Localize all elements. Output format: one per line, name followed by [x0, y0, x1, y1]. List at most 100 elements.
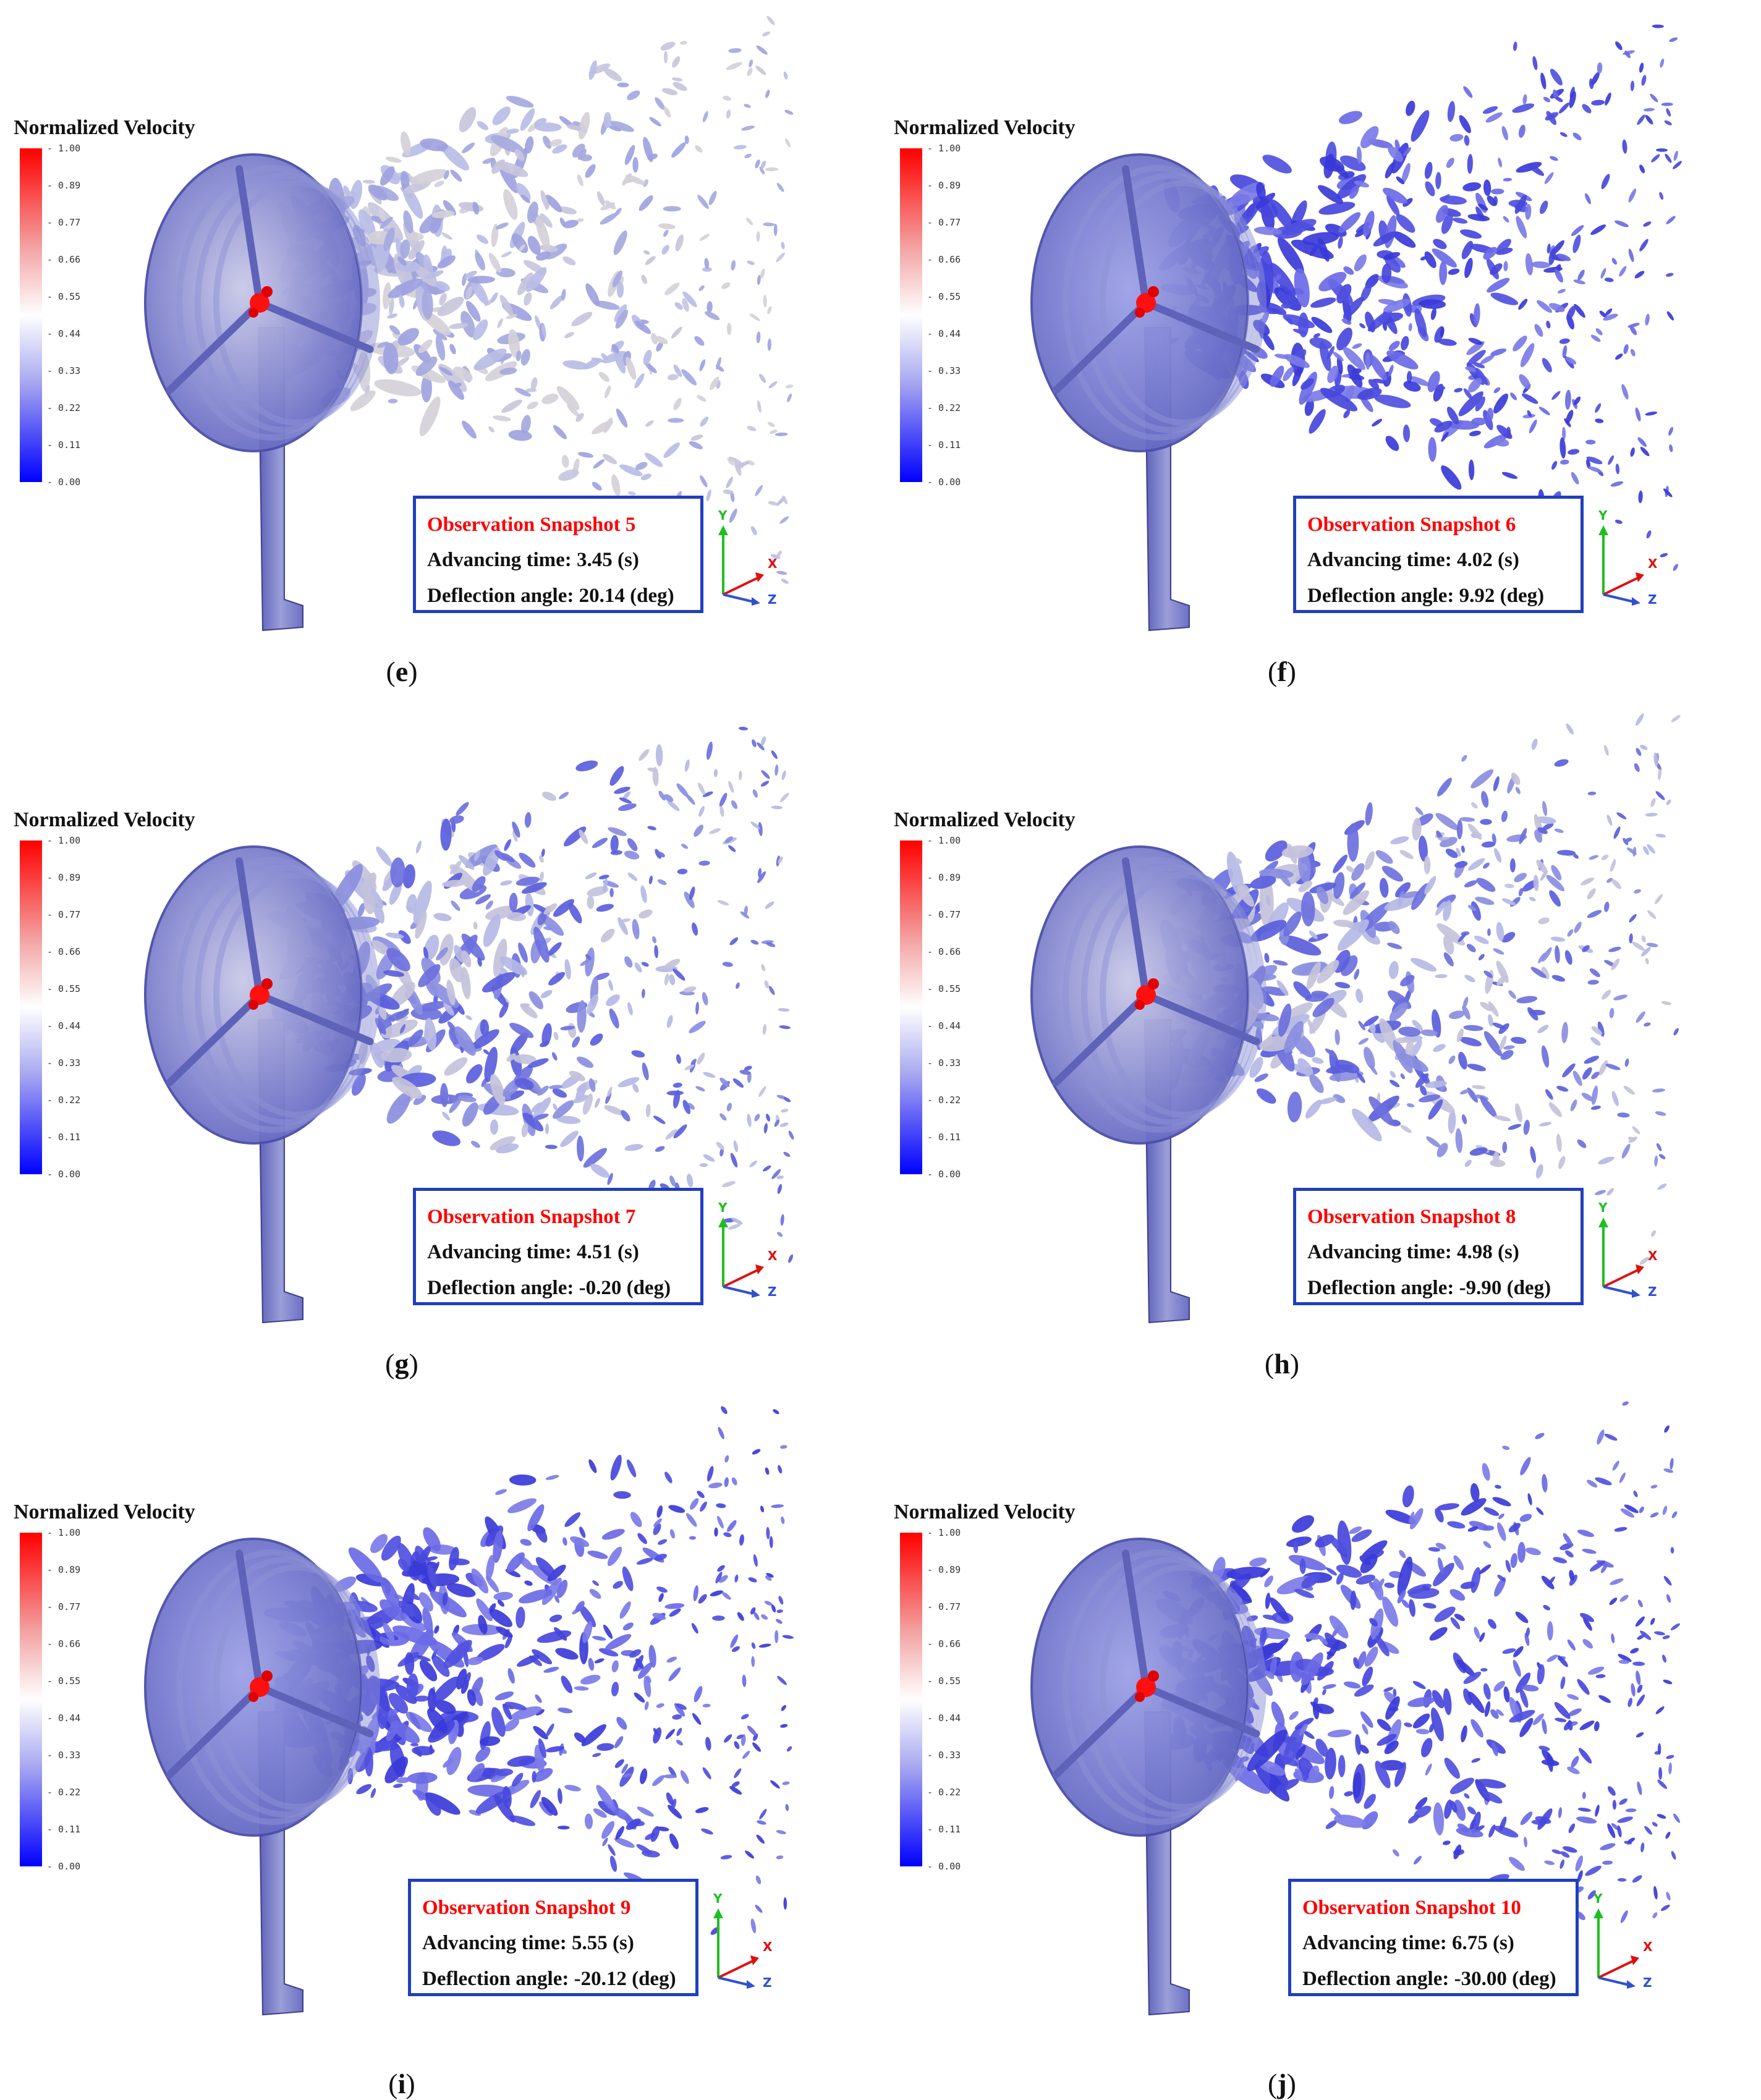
axis-label-y: Y — [718, 1200, 728, 1215]
rotor-hub — [248, 978, 273, 1010]
colorbar-tick-label: - 0.33 — [927, 1750, 961, 1761]
colorbar-tick-label: - 0.44 — [927, 1020, 961, 1031]
axis-label-x: X — [768, 1248, 778, 1263]
panel-caption: (g) — [385, 1348, 418, 1379]
colorbar-ticks: - 1.00 - 0.89 - 0.77 - 0.66 - 0.55 - 0.44 - 0.… — [47, 835, 103, 1180]
colorbar-tick-label: - 0.55 — [927, 291, 961, 302]
snapshot-panel-h: Normalized Velocity - 1.00 - 0.89 - 0.77 - 0… — [880, 692, 1760, 1391]
snapshot-info-box: Observation Snapshot 7 Advancing time: 4.… — [413, 1188, 703, 1305]
snapshot-panel-f: Normalized Velocity - 1.00 - 0.89 - 0.77 - 0… — [880, 0, 1760, 698]
panel-caption: (f) — [1268, 656, 1296, 687]
rotor-hub — [1135, 286, 1159, 318]
advancing-time: Advancing time: 4.02 (s) — [1307, 549, 1519, 571]
rotor-hub — [248, 1670, 273, 1702]
colorbar-tick-label: - 0.11 — [927, 439, 961, 451]
colorbar-tick-label: - 0.55 — [47, 1675, 81, 1687]
axis-triad: Y X Z — [716, 508, 802, 607]
deflection-angle: Deflection angle: -0.20 (deg) — [427, 1277, 671, 1299]
axis-triad: Y X Z — [1596, 508, 1682, 607]
colorbar-ticks: - 1.00 - 0.89 - 0.77 - 0.66 - 0.55 - 0.44 - 0.… — [47, 143, 103, 488]
colorbar-tick-label: - 0.22 — [47, 1787, 81, 1798]
wake-visualization — [1030, 713, 1681, 1324]
wake-visualization — [144, 726, 794, 1324]
axis-label-x: X — [1643, 1939, 1653, 1954]
axis-label-y: Y — [713, 1891, 723, 1906]
legend-title: Normalized Velocity — [14, 116, 195, 139]
axis-label-z: Z — [1648, 592, 1657, 607]
colorbar-tick-label: - 0.22 — [47, 1094, 81, 1106]
colorbar-tick-label: - 0.00 — [927, 1169, 961, 1180]
axis-triad: Y X Z — [711, 1891, 797, 1990]
colorbar-tick-label: - 0.44 — [47, 328, 81, 339]
colorbar-tick-label: - 1.00 — [927, 143, 961, 154]
colorbar-tick-label: - 0.44 — [47, 1020, 81, 1031]
wake-visualization — [144, 15, 794, 632]
colorbar-tick-label: - 0.11 — [927, 1824, 961, 1835]
legend-title: Normalized Velocity — [894, 1501, 1076, 1523]
colorbar-tick-label: - 0.44 — [47, 1713, 81, 1724]
advancing-time: Advancing time: 6.75 (s) — [1302, 1932, 1514, 1954]
colorbar — [900, 1533, 922, 1866]
axis-label-z: Z — [1648, 1284, 1657, 1299]
colorbar — [20, 1533, 42, 1866]
colorbar-tick-label: - 0.11 — [47, 1132, 81, 1143]
rotor-hub — [1135, 1670, 1159, 1702]
advancing-time: Advancing time: 5.55 (s) — [422, 1932, 634, 1954]
turbine-blades — [1052, 165, 1260, 394]
colorbar-tick-label: - 0.33 — [927, 365, 961, 376]
turbine-blades — [1052, 857, 1260, 1086]
snapshot-title: Observation Snapshot 7 — [427, 1206, 636, 1228]
colorbar-tick-label: - 0.00 — [927, 476, 961, 488]
colorbar-tick-label: - 0.33 — [47, 1750, 81, 1761]
axis-label-z: Z — [763, 1975, 772, 1990]
colorbar-tick-label: - 1.00 — [47, 143, 81, 154]
colorbar-tick-label: - 1.00 — [47, 835, 81, 846]
turbine-blades — [166, 857, 374, 1086]
axis-label-z: Z — [1643, 1975, 1652, 1990]
snapshot-title: Observation Snapshot 10 — [1302, 1897, 1521, 1919]
colorbar-tick-label: - 0.22 — [927, 402, 961, 413]
colorbar-tick-label: - 0.11 — [927, 1132, 961, 1143]
turbine-blades — [1052, 1549, 1260, 1779]
colorbar-tick-label: - 0.66 — [927, 254, 961, 265]
snapshot-info-box: Observation Snapshot 5 Advancing time: 3.… — [413, 496, 703, 613]
colorbar-tick-label: - 0.66 — [47, 946, 81, 957]
colorbar-tick-label: - 1.00 — [927, 1527, 961, 1538]
advancing-time: Advancing time: 4.98 (s) — [1307, 1241, 1519, 1263]
colorbar-tick-label: - 0.55 — [47, 983, 81, 994]
colorbar-tick-label: - 0.89 — [927, 872, 961, 883]
colorbar-tick-label: - 0.66 — [47, 254, 81, 265]
snapshot-panel-e: Normalized Velocity - 1.00 - 0.89 - 0.77 - 0… — [0, 0, 880, 698]
wake-visualization — [1030, 1401, 1680, 2016]
axis-label-x: X — [768, 556, 778, 571]
wake-visualization — [144, 1406, 794, 2016]
snapshot-panel-g: Normalized Velocity - 1.00 - 0.89 - 0.77 - 0… — [0, 692, 880, 1391]
colorbar-tick-label: - 0.33 — [47, 365, 81, 376]
deflection-angle: Deflection angle: 20.14 (deg) — [427, 585, 674, 607]
colorbar-tick-label: - 0.11 — [47, 1824, 81, 1835]
colorbar-tick-label: - 0.44 — [927, 328, 961, 339]
axis-label-y: Y — [1598, 508, 1608, 523]
snapshot-info-box: Observation Snapshot 10 Advancing time: 6… — [1288, 1879, 1579, 1996]
panel-caption: (j) — [1268, 2068, 1296, 2099]
deflection-angle: Deflection angle: -9.90 (deg) — [1307, 1277, 1551, 1299]
snapshot-title: Observation Snapshot 5 — [427, 514, 636, 536]
colorbar-tick-label: - 1.00 — [927, 835, 961, 846]
colorbar-tick-label: - 0.89 — [927, 1564, 961, 1575]
snapshot-panel-i: Normalized Velocity - 1.00 - 0.89 - 0.77 - 0… — [0, 1384, 880, 2099]
axis-label-x: X — [1648, 556, 1658, 571]
colorbar-tick-label: - 0.77 — [927, 909, 961, 920]
advancing-time: Advancing time: 4.51 (s) — [427, 1241, 639, 1263]
legend-title: Normalized Velocity — [894, 808, 1076, 831]
colorbar-tick-label: - 0.77 — [927, 217, 961, 228]
panel-caption: (h) — [1264, 1348, 1300, 1379]
colorbar-ticks: - 1.00 - 0.89 - 0.77 - 0.66 - 0.55 - 0.44 - 0.… — [927, 1527, 983, 1872]
wake-visualization — [1030, 24, 1682, 632]
axis-triad: Y X Z — [1596, 1200, 1682, 1299]
colorbar-tick-label: - 0.44 — [927, 1713, 961, 1724]
advancing-time: Advancing time: 3.45 (s) — [427, 549, 639, 571]
snapshot-panel-j: Normalized Velocity - 1.00 - 0.89 - 0.77 - 0… — [880, 1384, 1760, 2099]
axis-triad: Y X Z — [1591, 1891, 1678, 1990]
legend-title: Normalized Velocity — [14, 808, 195, 831]
colorbar-ticks: - 1.00 - 0.89 - 0.77 - 0.66 - 0.55 - 0.44 - 0.… — [47, 1527, 103, 1872]
